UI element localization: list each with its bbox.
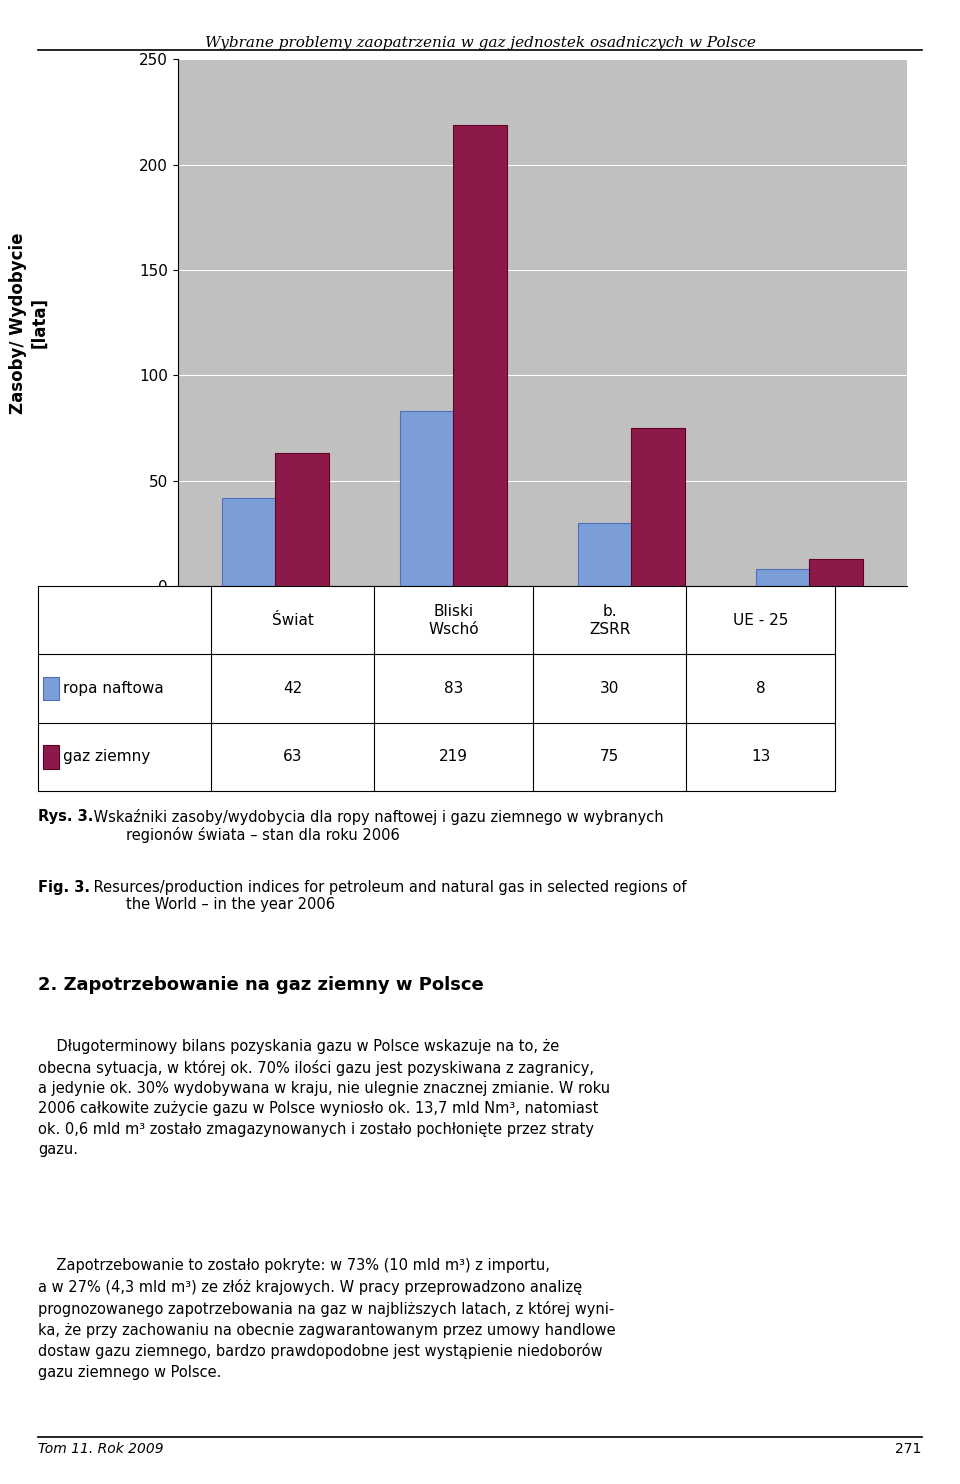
Text: Resurces/production indices for petroleum and natural gas in selected regions of: Resurces/production indices for petroleu… <box>89 880 686 913</box>
Bar <box>453 125 507 586</box>
Text: Wskaźniki zasoby/wydobycia dla ropy naftowej i gazu ziemnego w wybranych
       : Wskaźniki zasoby/wydobycia dla ropy naft… <box>89 809 664 843</box>
Text: 271: 271 <box>896 1442 922 1456</box>
Text: 42: 42 <box>283 681 302 696</box>
Text: 75: 75 <box>600 749 619 764</box>
Text: 30: 30 <box>600 681 619 696</box>
Bar <box>809 559 863 586</box>
Text: ropa naftowa: ropa naftowa <box>63 681 164 696</box>
Text: 2. Zapotrzebowanie na gaz ziemny w Polsce: 2. Zapotrzebowanie na gaz ziemny w Polsc… <box>38 976 484 994</box>
Text: Świat: Świat <box>272 613 314 628</box>
Bar <box>400 411 453 586</box>
Text: Wybrane problemy zaopatrzenia w gaz jednostek osadniczych w Polsce: Wybrane problemy zaopatrzenia w gaz jedn… <box>204 36 756 49</box>
Bar <box>756 570 809 586</box>
Text: b.
ZSRR: b. ZSRR <box>588 604 631 637</box>
Text: Długoterminowy bilans pozyskania gazu w Polsce wskazuje na to, że
obecna sytuacj: Długoterminowy bilans pozyskania gazu w … <box>38 1039 611 1158</box>
Text: Zasoby/ Wydobycie
[lata]: Zasoby/ Wydobycie [lata] <box>10 232 48 414</box>
Text: Zapotrzebowanie to zostało pokryte: w 73% (10 mld m³) z importu,
a w 27% (4,3 ml: Zapotrzebowanie to zostało pokryte: w 73… <box>38 1258 616 1380</box>
Text: Tom 11. Rok 2009: Tom 11. Rok 2009 <box>38 1442 164 1456</box>
Text: UE - 25: UE - 25 <box>733 613 788 628</box>
Text: Rys. 3.: Rys. 3. <box>38 809 94 824</box>
Text: 8: 8 <box>756 681 766 696</box>
Bar <box>276 454 329 586</box>
Text: 13: 13 <box>751 749 771 764</box>
Text: Fig. 3.: Fig. 3. <box>38 880 90 895</box>
Bar <box>222 497 276 586</box>
Bar <box>578 522 632 586</box>
Text: 63: 63 <box>283 749 302 764</box>
Text: Bliski
Wschó: Bliski Wschó <box>428 604 479 637</box>
Text: gaz ziemny: gaz ziemny <box>63 749 151 764</box>
Bar <box>632 427 684 586</box>
Text: 219: 219 <box>439 749 468 764</box>
Text: 83: 83 <box>444 681 464 696</box>
